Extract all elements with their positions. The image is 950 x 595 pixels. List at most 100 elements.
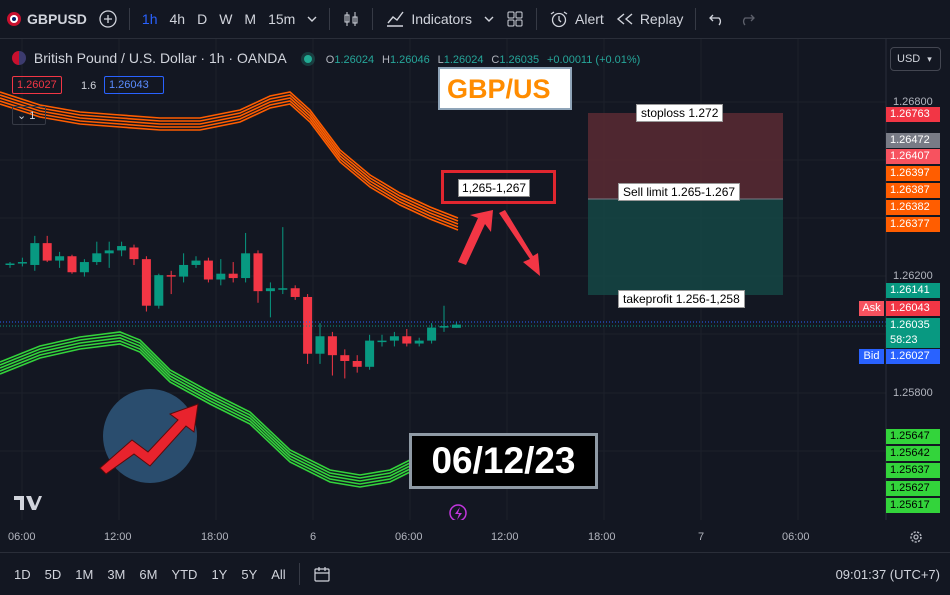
interval-w[interactable]: W bbox=[219, 11, 233, 27]
time-axis-label: 06:00 bbox=[395, 531, 423, 543]
candle-body bbox=[141, 259, 151, 306]
time-axis-label: 12:00 bbox=[104, 531, 132, 543]
interval-15m[interactable]: 15m bbox=[268, 11, 296, 27]
candle-body bbox=[228, 273, 238, 279]
compare-symbol-button[interactable] bbox=[93, 0, 123, 38]
interval-dropdown[interactable] bbox=[301, 0, 323, 38]
time-axis-label: 18:00 bbox=[201, 531, 229, 543]
buy-button[interactable]: 1.26043 bbox=[104, 76, 164, 94]
candle-body bbox=[117, 246, 127, 251]
candle-body bbox=[439, 326, 449, 328]
range-1d[interactable]: 1D bbox=[14, 566, 31, 582]
candle-body bbox=[5, 263, 15, 266]
candle-body bbox=[303, 296, 313, 354]
toolbar-divider bbox=[536, 8, 538, 30]
candles-icon bbox=[344, 12, 358, 26]
layouts-button[interactable] bbox=[500, 0, 530, 38]
symbol-search-button[interactable]: GBPUSD bbox=[0, 0, 93, 38]
indicator-band-line bbox=[0, 97, 459, 225]
market-open-icon bbox=[303, 55, 312, 63]
candle-body bbox=[427, 327, 437, 341]
indicator-band-line bbox=[0, 343, 411, 488]
ohlc-l-label: L bbox=[437, 54, 444, 66]
countdown-tag: 58:23 bbox=[886, 333, 940, 348]
time-axis-label: 06:00 bbox=[8, 531, 36, 543]
tradingview-logo-icon bbox=[14, 496, 42, 510]
candle-body bbox=[365, 340, 375, 367]
sell-button[interactable]: 1.26027 bbox=[12, 76, 62, 94]
undo-button[interactable] bbox=[702, 0, 732, 38]
legend-title[interactable]: British Pound / U.S. Dollar · 1h · OANDA bbox=[33, 50, 286, 66]
indicators-button[interactable]: Indicators bbox=[379, 0, 478, 38]
indicator-band-line bbox=[0, 94, 459, 222]
indicator-count: 1 bbox=[29, 110, 36, 122]
sell-zone-box[interactable]: 1,265-1,267 bbox=[441, 170, 556, 204]
takeprofit-zone[interactable] bbox=[588, 199, 783, 295]
redo-button[interactable] bbox=[732, 0, 762, 38]
range-1m[interactable]: 1M bbox=[75, 566, 94, 582]
interval-d[interactable]: D bbox=[197, 11, 208, 27]
redo-icon bbox=[743, 14, 756, 26]
range-1y[interactable]: 1Y bbox=[211, 566, 228, 582]
candle-body bbox=[278, 288, 288, 290]
gbp-us-title-box[interactable]: GBP/US bbox=[438, 67, 572, 110]
price-tag: 1.25642 bbox=[886, 446, 940, 461]
range-3m[interactable]: 3M bbox=[107, 566, 126, 582]
price-tag: 1.25637 bbox=[886, 463, 940, 478]
range-5y[interactable]: 5Y bbox=[241, 566, 258, 582]
date-label-box[interactable]: 06/12/23 bbox=[409, 433, 598, 489]
candle-body bbox=[154, 275, 164, 306]
candle-body bbox=[216, 273, 226, 280]
range-all[interactable]: All bbox=[271, 566, 286, 582]
goto-date-button[interactable] bbox=[306, 553, 338, 595]
ohlc-o-value: 1.26024 bbox=[334, 54, 375, 66]
range-5d[interactable]: 5D bbox=[44, 566, 62, 582]
ask-price-tag: 1.26043 bbox=[886, 301, 940, 316]
candle-body bbox=[414, 340, 424, 344]
candle-body bbox=[253, 253, 263, 292]
chevron-down-icon bbox=[307, 16, 317, 22]
price-tag: 1.26377 bbox=[886, 217, 940, 232]
price-axis-label: 1.25800 bbox=[893, 387, 933, 399]
interval-1h[interactable]: 1h bbox=[141, 11, 158, 27]
chevron-down-icon bbox=[484, 16, 494, 22]
candle-body bbox=[203, 260, 213, 280]
chevron-down-icon: ▾ bbox=[927, 54, 932, 64]
candle-body bbox=[377, 340, 387, 343]
indicator-band-line bbox=[0, 337, 411, 482]
replay-button[interactable]: Replay bbox=[610, 0, 690, 38]
candle-body bbox=[129, 247, 139, 260]
interval-m[interactable]: M bbox=[244, 11, 257, 27]
trend-logo-icon bbox=[103, 389, 197, 483]
indicator-band-line bbox=[0, 334, 411, 479]
legend-collapse-button[interactable]: ⌄ 1 bbox=[12, 106, 46, 125]
indicators-icon bbox=[387, 11, 404, 27]
last-price-tag: 1.26035 bbox=[886, 318, 940, 333]
grid-icon bbox=[507, 11, 523, 27]
indicators-label: Indicators bbox=[411, 11, 473, 27]
clock-timezone[interactable]: 09:01:37 (UTC+7) bbox=[835, 566, 940, 582]
settings-gear-icon[interactable] bbox=[908, 529, 924, 545]
alert-button[interactable]: Alert bbox=[543, 0, 610, 38]
rewind-icon bbox=[616, 13, 633, 25]
candle-body bbox=[42, 243, 52, 261]
flash-icon bbox=[449, 504, 467, 520]
undo-icon bbox=[709, 14, 722, 26]
chart-type-button[interactable] bbox=[336, 0, 366, 38]
range-ytd[interactable]: YTD bbox=[171, 566, 198, 582]
stoploss-label[interactable]: stoploss 1.272 bbox=[636, 104, 724, 122]
sell-limit-label[interactable]: Sell limit 1.265-1.267 bbox=[618, 183, 741, 201]
currency-selector[interactable]: USD ▾ bbox=[890, 47, 941, 71]
ohlc-change: +0.00011 (+0.01%) bbox=[546, 54, 641, 66]
indicators-dropdown[interactable] bbox=[478, 0, 500, 38]
bid-label: Bid bbox=[859, 349, 884, 364]
bid-price-tag: 1.26027 bbox=[886, 349, 940, 364]
candle-body bbox=[79, 262, 89, 273]
toolbar-divider bbox=[695, 8, 697, 30]
candle-body bbox=[327, 336, 337, 356]
candle-body bbox=[179, 264, 189, 277]
spread-value: 1.6 bbox=[81, 80, 97, 92]
range-6m[interactable]: 6M bbox=[139, 566, 158, 582]
takeprofit-label[interactable]: takeprofit 1.256-1,258 bbox=[618, 290, 745, 308]
interval-4h[interactable]: 4h bbox=[169, 11, 186, 27]
